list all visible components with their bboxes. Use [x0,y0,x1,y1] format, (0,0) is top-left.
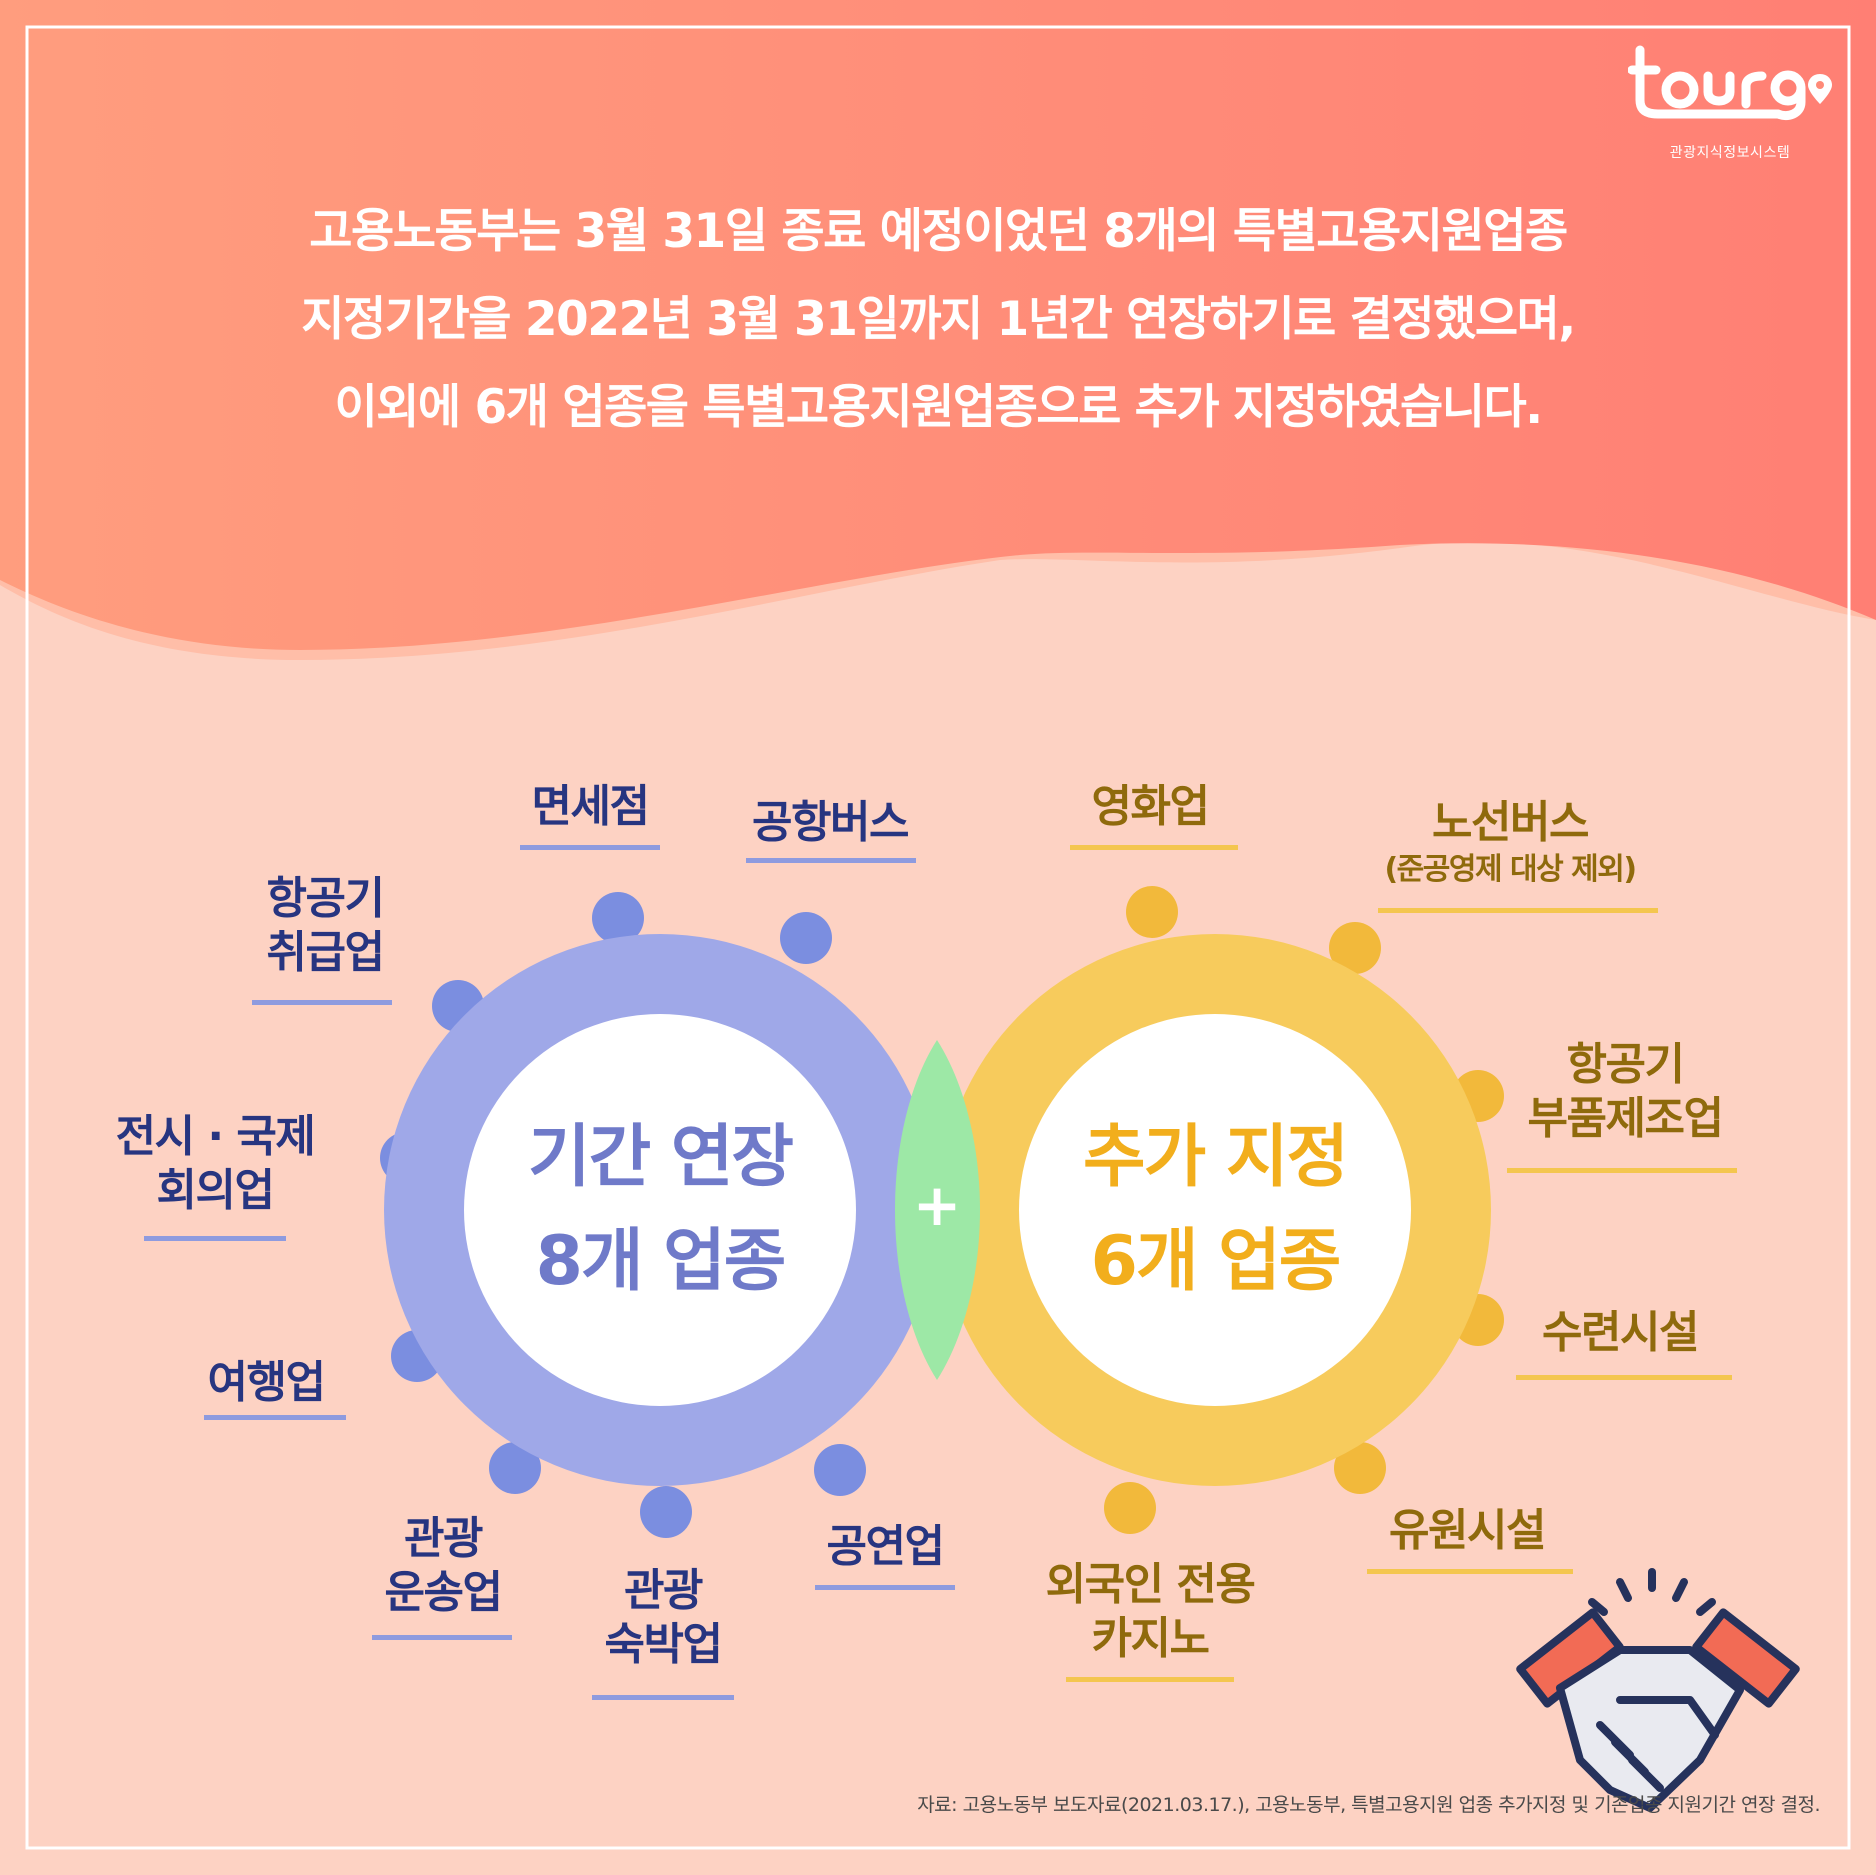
label-airport-bus: 공항버스 [752,797,909,848]
label-tour-lodging: 관광 숙박업 [604,1565,723,1670]
headline-line-1: 고용노동부는 3월 31일 종료 예정이었던 8개의 특별고용지원업종 [309,204,1568,259]
right-circle-text: 추가 지정 6개 업종 [1015,1106,1415,1314]
underline-casino [1066,1677,1234,1682]
underline-duty-free [520,845,660,850]
left-circle-title: 기간 연장 [528,1118,794,1197]
underline-aircraft-handling [252,1000,392,1005]
left-circle-count: 8개 업종 [535,1222,787,1301]
left-circle-text: 기간 연장 8개 업종 [460,1106,860,1314]
label-film: 영화업 [1091,781,1210,832]
underline-airport-bus [746,858,916,863]
underline-tour-lodging [592,1695,734,1700]
spark-lines [1588,1568,1716,1616]
right-inner-circle [1019,1014,1411,1406]
label-duty-free: 면세점 [531,781,650,832]
underline-aircraft-parts [1507,1168,1737,1173]
underline-tour-transport [372,1635,512,1640]
underline-training [1516,1375,1732,1380]
underline-film [1070,845,1238,850]
handshake-icon [1516,1568,1800,1812]
label-aircraft-handling: 항공기 취급업 [266,873,385,978]
headline-line-3: 이외에 6개 업종을 특별고용지원업종으로 추가 지정하였습니다. [334,380,1543,435]
underline-exhibition [144,1236,286,1241]
white-frame [25,25,1851,1850]
brand-subtitle: 관광지식정보시스템 [1669,145,1791,161]
label-training: 수련시설 [1542,1307,1699,1358]
label-performance: 공연업 [826,1521,945,1572]
source-note: 자료: 고용노동부 보도자료(2021.03.17.), 고용노동부, 특별고용… [917,1794,1820,1816]
right-circle-count: 6개 업종 [1090,1222,1342,1301]
right-circle-title: 추가 지정 [1083,1118,1349,1197]
headline: 고용노동부는 3월 31일 종료 예정이었던 8개의 특별고용지원업종 지정기간… [180,188,1696,452]
tour9-logo [1628,45,1832,120]
left-inner-circle [464,1014,856,1406]
label-exhibition: 전시 · 국제 회의업 [115,1111,316,1216]
top-wave [0,0,1876,650]
label-travel: 여행업 [207,1357,326,1408]
headline-line-2: 지정기간을 2022년 3월 31일까지 1년간 연장하기로 결정했으며, [301,292,1576,347]
underline-amusement [1367,1569,1573,1574]
label-route-bus: 노선버스 (준공영제 대상 제외) [1384,797,1637,887]
label-tour-transport: 관광 운송업 [384,1513,503,1618]
label-casino: 외국인 전용 카지노 [1045,1559,1256,1664]
ring-overlap [895,1040,980,1380]
label-amusement: 유원시설 [1389,1505,1546,1556]
label-aircraft-parts: 항공기 부품제조업 [1527,1039,1724,1144]
underline-performance [815,1585,955,1590]
right-ring-bumps [1104,886,1504,1534]
underline-route-bus [1378,908,1658,913]
underline-travel [204,1415,346,1420]
plus-sign: + [912,1171,962,1239]
